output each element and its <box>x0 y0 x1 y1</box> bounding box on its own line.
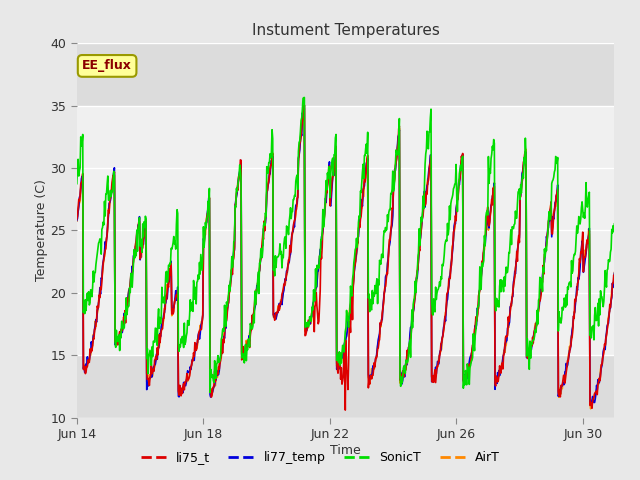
Bar <box>77 106 614 355</box>
Y-axis label: Temperature (C): Temperature (C) <box>35 180 48 281</box>
Text: EE_flux: EE_flux <box>82 60 132 72</box>
Legend: li75_t, li77_temp, SonicT, AirT: li75_t, li77_temp, SonicT, AirT <box>136 446 504 469</box>
X-axis label: Time: Time <box>330 444 361 457</box>
Title: Instument Temperatures: Instument Temperatures <box>252 23 440 38</box>
